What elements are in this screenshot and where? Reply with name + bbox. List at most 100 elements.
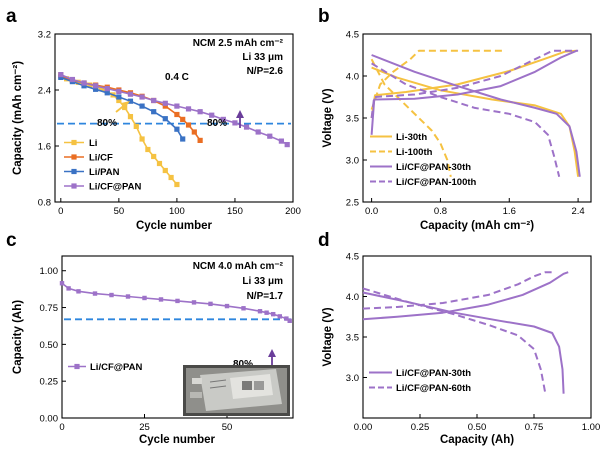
panel-label-c: c [6,230,17,251]
panel-label-b: b [318,6,330,27]
panel-c-point [287,318,292,323]
panel-a-point [284,142,290,148]
legend-label: Li-30th [396,132,427,143]
panel-a-legend: Li Li/CF Li/PAN Li/CF@PAN [64,138,142,193]
panel-d-ytick-label: 4.0 [346,292,359,303]
panel-c-point [59,281,65,286]
panel-a-frame [54,33,294,203]
panel-a-point [81,83,87,89]
panel-a-xtick-label: 150 [227,206,243,217]
legend-label: Li/CF@PAN-100th [396,177,477,188]
panel-c-point [66,286,71,291]
panel-c: 0 25 50 0.00 0.25 0.50 0.75 1.00 NCM 4.0 mAh cm… [12,255,294,446]
panel-d-ytick-label: 3.5 [346,333,359,344]
panel-label-d: d [318,230,330,251]
panel-a-point [139,103,145,109]
panel-b-curve-5 [371,54,581,177]
panel-b-ytick-label: 3.5 [346,114,359,125]
panel-a-point [156,160,163,167]
panel-b-ytick-label: 4.0 [346,72,359,83]
panel-a-ytick-label: 2.4 [38,86,51,97]
panel-c-ytick-label: 0.00 [40,414,59,425]
panel-c-xtick-label: 25 [139,422,150,433]
legend-label: Li-100th [396,147,433,158]
panel-b-ylabel: Voltage (V) [322,88,334,147]
panel-b-curve-7 [371,62,561,178]
panel-c-point [158,297,164,302]
panel-c-legend: Li/CF@PAN [68,362,143,373]
panel-a-point [116,88,122,94]
panel-a-point [232,120,238,126]
panel-b-ytick-label: 3.0 [346,156,359,167]
panel-c-xtick-label: 50 [222,422,233,433]
panel-b-curve-0 [370,49,577,119]
panel-a-point [174,111,180,118]
legend-label: Li/CF@PAN-30th [396,162,471,173]
panel-c-point [76,289,81,294]
panel-a-point [151,153,157,160]
panel-a-title-3: N/P=2.6 [247,66,284,77]
panel-a-point [127,98,134,104]
panel-a-pct-right: 80% [207,118,227,129]
panel-c-arrow [268,349,276,366]
panel-a-point [127,114,134,120]
panel-c-point [241,306,246,311]
panel-c-point [277,314,282,319]
panel-d-curve-1 [362,291,565,394]
panel-d-curve-2 [362,271,553,310]
panel-d-xtick-label: 0.25 [411,422,430,433]
panel-c-point [264,310,269,315]
panel-c-point [208,301,213,307]
panel-d-xtick-label: 0.75 [525,422,544,433]
panel-a-point [139,94,145,100]
panel-b-ytick-label: 4.5 [346,30,359,41]
panel-d-xtick-label: 0.50 [468,422,487,433]
panel-c-point [224,303,230,309]
pouch-cell-photo [183,365,290,416]
panel-d-ylabel: Voltage (V) [322,307,334,366]
panel-a-point [93,83,99,89]
panel-a-point [116,94,122,100]
panel-a-point [180,116,186,122]
panel-d: 0.00 0.25 0.50 0.75 1.00 3.0 3.5 4.0 4.5 Li/CF@P… [322,252,600,447]
legend-marker [74,363,80,370]
panel-d-curve-3 [362,287,547,394]
panel-b-xtick-label: 0.0 [365,206,378,217]
panel-c-title-2: Li 33 μm [242,276,283,287]
panel-a-point [209,112,215,118]
panel-a-point [127,91,134,97]
panel-c-point [125,294,131,299]
panel-a-xtick-label: 200 [285,206,301,217]
panel-a-ytick-label: 0.8 [38,198,51,209]
panel-a-title-2: Li 33 μm [242,52,283,63]
legend-marker [71,154,77,160]
legend-label: Li/CF@PAN [90,362,143,373]
panel-a-point [58,74,64,80]
panel-a-point [139,136,145,142]
panel-b-curve-4 [370,49,577,135]
panel-a-point [243,124,250,130]
panel-b-curve-1 [371,66,580,177]
panel-c-ytick-label: 1.00 [40,266,59,277]
panel-a-point [255,129,261,135]
panel-a-point [69,76,76,83]
panel-d-ytick-label: 4.5 [346,252,359,263]
panel-c-xlabel: Cycle number [139,434,216,446]
panel-b-xtick-label: 1.6 [503,206,516,217]
panel-a-point [197,109,203,115]
panel-a-title-1: NCM 2.5 mAh cm⁻² [193,38,284,49]
panel-b-xtick-label: 0.8 [434,206,447,217]
panel-a-xlabel: Cycle number [136,220,213,232]
legend-marker [71,183,77,189]
panel-c-title-1: NCM 4.0 mAh cm⁻² [193,261,284,272]
panel-a-ytick-label: 1.6 [38,142,51,153]
panel-d-xlabel: Capacity (Ah) [440,434,514,446]
panel-d-curve-0 [362,271,569,321]
panel-a-rate: 0.4 C [165,72,189,83]
panel-a-point [93,86,99,92]
panel-d-ytick-label: 3.0 [346,373,359,384]
panel-a-point [145,146,151,153]
legend-marker [71,168,77,175]
panel-b-legend: Li-30th Li-100th Li/CF@PAN-30th Li/CF@PAN-1… [370,132,477,188]
panel-a-point [174,181,180,188]
